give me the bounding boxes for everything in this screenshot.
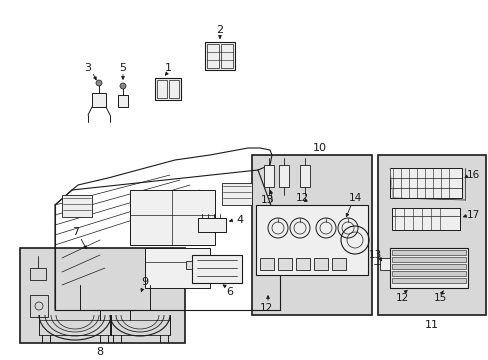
- Bar: [192, 255, 242, 283]
- Bar: [206, 44, 219, 68]
- Bar: [155, 78, 181, 100]
- Bar: [295, 258, 309, 270]
- Text: 12: 12: [295, 193, 308, 203]
- Bar: [169, 80, 179, 98]
- Text: 17: 17: [466, 210, 479, 220]
- Bar: [391, 278, 465, 283]
- Bar: [389, 248, 467, 288]
- Bar: [30, 268, 46, 280]
- Bar: [331, 258, 346, 270]
- Text: 11: 11: [424, 320, 438, 330]
- Bar: [30, 295, 48, 317]
- Bar: [222, 183, 251, 205]
- Text: 3: 3: [84, 63, 91, 73]
- Text: 13: 13: [367, 250, 381, 260]
- Bar: [379, 258, 389, 270]
- Bar: [389, 168, 461, 198]
- Bar: [185, 261, 192, 269]
- Bar: [377, 155, 485, 315]
- Bar: [92, 93, 106, 107]
- Bar: [204, 42, 235, 70]
- Bar: [251, 155, 371, 315]
- Bar: [391, 257, 465, 262]
- Bar: [130, 190, 215, 245]
- Bar: [157, 80, 167, 98]
- Bar: [299, 165, 309, 187]
- Bar: [118, 95, 128, 107]
- Text: 15: 15: [432, 293, 446, 303]
- Bar: [278, 258, 291, 270]
- Bar: [391, 271, 465, 276]
- Bar: [198, 218, 225, 232]
- Bar: [391, 208, 459, 230]
- Text: 16: 16: [466, 170, 479, 180]
- Text: 12: 12: [395, 293, 408, 303]
- Bar: [256, 205, 367, 275]
- Text: 4: 4: [236, 215, 243, 225]
- Bar: [391, 264, 465, 269]
- Bar: [279, 165, 288, 187]
- Bar: [313, 258, 327, 270]
- Text: 5: 5: [119, 63, 126, 73]
- Circle shape: [96, 80, 102, 86]
- Bar: [20, 248, 184, 343]
- Text: 14: 14: [347, 193, 361, 203]
- Bar: [260, 258, 273, 270]
- Text: 2: 2: [216, 25, 223, 35]
- Bar: [391, 250, 465, 255]
- Text: 1: 1: [164, 63, 171, 73]
- Text: 10: 10: [312, 143, 326, 153]
- Circle shape: [120, 83, 126, 89]
- Text: 8: 8: [96, 347, 103, 357]
- Text: 13: 13: [260, 195, 273, 205]
- Bar: [221, 44, 232, 68]
- Bar: [264, 165, 273, 187]
- Bar: [145, 248, 209, 288]
- Text: 9: 9: [141, 277, 148, 287]
- Text: 7: 7: [72, 227, 80, 237]
- Bar: [62, 195, 92, 217]
- Text: 6: 6: [226, 287, 233, 297]
- Text: 12: 12: [259, 303, 272, 313]
